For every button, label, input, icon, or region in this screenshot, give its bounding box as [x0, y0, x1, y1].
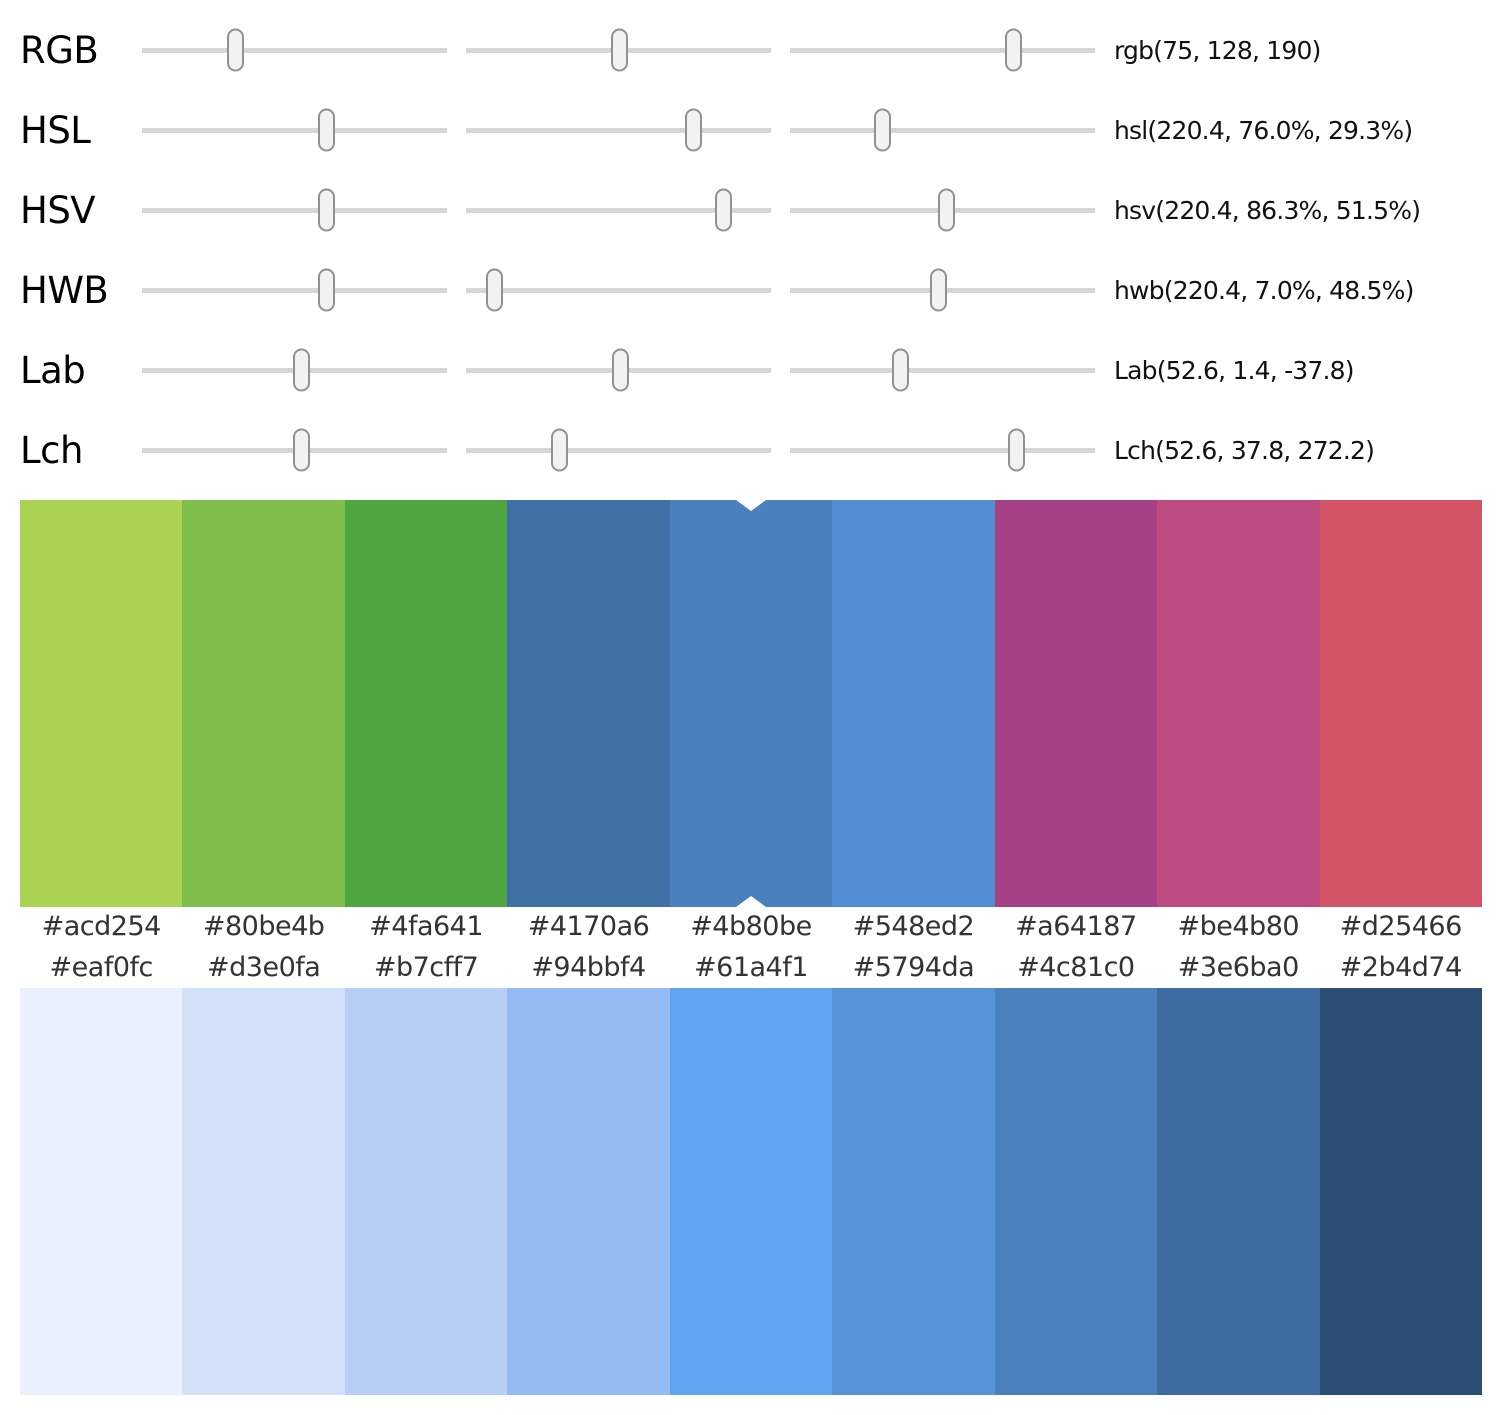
- hex-code-label: #4fa641: [369, 911, 484, 942]
- slider-track-rgb-1[interactable]: [142, 28, 447, 72]
- slider-track-lab-3[interactable]: [790, 348, 1095, 392]
- palette-swatch[interactable]: [669, 988, 833, 1395]
- palette-swatch[interactable]: [1157, 500, 1320, 907]
- slider-track-hsl-1[interactable]: [142, 108, 447, 152]
- hex-code-label: #eaf0fc: [49, 951, 154, 983]
- selected-swatch-notch-top-icon: [735, 500, 766, 511]
- palette-bottom-strip: [20, 988, 1482, 1395]
- selected-swatch-notch-bottom-icon: [735, 896, 766, 907]
- slider-thumb-lch-2[interactable]: [550, 428, 568, 472]
- slider-track-lch-1[interactable]: [142, 428, 447, 472]
- color-value-readout-lch: Lch(52.6, 37.8, 272.2): [1114, 435, 1375, 465]
- hex-code-label: #2b4d74: [1339, 951, 1463, 983]
- slider-thumb-hsl-3[interactable]: [874, 108, 892, 152]
- slider-track-lab-1[interactable]: [142, 348, 447, 392]
- slider-thumb-rgb-2[interactable]: [610, 28, 628, 72]
- slider-thumb-rgb-3[interactable]: [1004, 28, 1022, 72]
- color-value-readout-hsl: hsl(220.4, 76.0%, 29.3%): [1114, 115, 1413, 145]
- colorspace-label-hwb: HWB: [20, 268, 109, 312]
- palette-swatch[interactable]: [344, 500, 508, 907]
- slider-thumb-lab-3[interactable]: [891, 348, 909, 392]
- hex-code-label: #b7cff7: [373, 951, 479, 983]
- hex-code-label: #61a4f1: [694, 951, 808, 983]
- hex-code-label: #4170a6: [527, 911, 650, 942]
- slider-track-hsl-2[interactable]: [466, 108, 771, 152]
- color-value-readout-hwb: hwb(220.4, 7.0%, 48.5%): [1114, 275, 1414, 305]
- slider-thumb-rgb-1[interactable]: [226, 28, 244, 72]
- slider-thumb-lab-1[interactable]: [293, 348, 311, 392]
- hex-code-label: #80be4b: [202, 911, 325, 942]
- slider-thumb-lch-1[interactable]: [293, 428, 311, 472]
- slider-thumb-lch-3[interactable]: [1007, 428, 1025, 472]
- slider-thumb-hwb-3[interactable]: [929, 268, 947, 312]
- palette-swatch[interactable]: [832, 500, 995, 907]
- slider-thumb-hsv-2[interactable]: [714, 188, 732, 232]
- slider-row-hsv: HSV hsv(220.4, 86.3%, 51.5%): [0, 170, 1501, 250]
- hex-code-label: #94bbf4: [531, 951, 646, 983]
- palette-swatch[interactable]: [832, 988, 995, 1395]
- colorspace-label-hsl: HSL: [20, 108, 91, 152]
- slider-track-rgb-2[interactable]: [466, 28, 771, 72]
- slider-track-hsl-3[interactable]: [790, 108, 1095, 152]
- slider-row-lab: Lab Lab(52.6, 1.4, -37.8): [0, 330, 1501, 410]
- slider-track-lab-2[interactable]: [466, 348, 771, 392]
- hex-code-label: #548ed2: [852, 911, 975, 942]
- slider-track-lch-2[interactable]: [466, 428, 771, 472]
- hex-code-label: #be4b80: [1177, 911, 1300, 942]
- palette-swatch[interactable]: [1319, 500, 1482, 907]
- slider-track-hwb-1[interactable]: [142, 268, 447, 312]
- slider-thumb-hsl-2[interactable]: [684, 108, 702, 152]
- slider-thumb-hwb-2[interactable]: [486, 268, 504, 312]
- color-value-readout-lab: Lab(52.6, 1.4, -37.8): [1114, 355, 1355, 385]
- palette-swatch[interactable]: [994, 988, 1158, 1395]
- slider-row-lch: Lch Lch(52.6, 37.8, 272.2): [0, 410, 1501, 490]
- slider-track-hwb-2[interactable]: [466, 268, 771, 312]
- palette-swatch[interactable]: [182, 500, 345, 907]
- palette-top-hex-labels: #acd254 #80be4b #4fa641 #4170a6 #4b80be #548e…: [20, 907, 1482, 946]
- slider-track-hsv-3[interactable]: [790, 188, 1095, 232]
- palette-swatch[interactable]: [507, 500, 670, 907]
- slider-row-rgb: RGB rgb(75, 128, 190): [0, 10, 1501, 90]
- palette-swatch[interactable]: [1157, 988, 1320, 1395]
- colorspace-label-rgb: RGB: [20, 28, 99, 72]
- hex-code-label: #3e6ba0: [1177, 951, 1299, 983]
- hex-code-label: #a64187: [1015, 911, 1137, 942]
- hex-code-label: #acd254: [41, 911, 162, 942]
- slider-section: RGB rgb(75, 128, 190) HSL hsl(220.4, 76.0%,…: [0, 0, 1501, 490]
- slider-track-lch-3[interactable]: [790, 428, 1095, 472]
- color-value-readout-hsv: hsv(220.4, 86.3%, 51.5%): [1114, 195, 1421, 225]
- colorspace-label-hsv: HSV: [20, 188, 96, 232]
- hex-code-label: #4c81c0: [1017, 951, 1135, 983]
- hex-code-label: #5794da: [852, 951, 975, 983]
- slider-thumb-hsl-1[interactable]: [318, 108, 336, 152]
- color-value-readout-rgb: rgb(75, 128, 190): [1114, 35, 1321, 65]
- slider-thumb-hsv-1[interactable]: [318, 188, 336, 232]
- palette-swatch[interactable]: [20, 988, 183, 1395]
- slider-track-hwb-3[interactable]: [790, 268, 1095, 312]
- colorspace-label-lch: Lch: [20, 428, 83, 472]
- palette-swatch[interactable]: [507, 988, 670, 1395]
- slider-thumb-hwb-1[interactable]: [318, 268, 336, 312]
- slider-thumb-hsv-3[interactable]: [938, 188, 956, 232]
- slider-row-hsl: HSL hsl(220.4, 76.0%, 29.3%): [0, 90, 1501, 170]
- slider-track-hsv-2[interactable]: [466, 188, 771, 232]
- palette-swatch-selected[interactable]: [669, 500, 833, 907]
- slider-row-hwb: HWB hwb(220.4, 7.0%, 48.5%): [0, 250, 1501, 330]
- palette-swatch[interactable]: [344, 988, 508, 1395]
- slider-track-hsv-1[interactable]: [142, 188, 447, 232]
- palette-top-strip: [20, 500, 1482, 907]
- palette-bottom-hex-labels: #eaf0fc #d3e0fa #b7cff7 #94bbf4 #61a4f1 #5794…: [20, 946, 1482, 988]
- palette-swatch[interactable]: [994, 500, 1158, 907]
- hex-code-label: #4b80be: [690, 911, 812, 942]
- palette-swatch[interactable]: [20, 500, 183, 907]
- palette-swatch[interactable]: [1319, 988, 1482, 1395]
- palette-swatch[interactable]: [182, 988, 345, 1395]
- hex-code-label: #d25466: [1339, 911, 1463, 942]
- colorspace-label-lab: Lab: [20, 348, 86, 392]
- slider-track-rgb-3[interactable]: [790, 28, 1095, 72]
- hex-code-label: #d3e0fa: [207, 951, 321, 983]
- slider-thumb-lab-2[interactable]: [612, 348, 630, 392]
